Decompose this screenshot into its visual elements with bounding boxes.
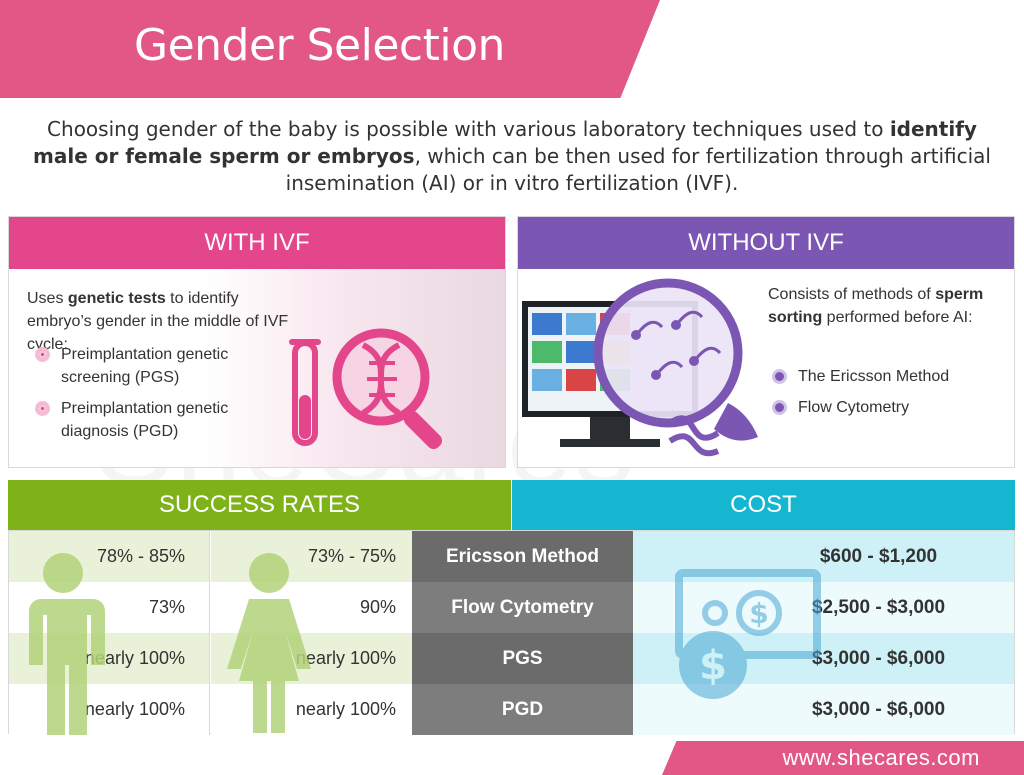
- bullet-icon: [35, 347, 50, 362]
- list-item-label: The Ericsson Method: [798, 368, 950, 385]
- female-rate-cell: nearly 100%: [211, 684, 412, 735]
- svg-text:$: $: [699, 643, 727, 689]
- rates-cost-table: 78% - 85% 73% - 75% Ericsson Method $600…: [8, 530, 1015, 735]
- female-rate-cell: 73% - 75%: [211, 531, 412, 582]
- male-person-icon: [29, 553, 105, 735]
- cost-header: COST: [512, 480, 1015, 530]
- page-title: Gender Selection: [134, 20, 505, 71]
- with-ivf-desc-pre: Uses: [27, 290, 68, 307]
- list-item: The Ericsson Method: [768, 365, 1008, 388]
- svg-text:$: $: [749, 597, 768, 630]
- male-rate-cell: 78% - 85%: [9, 531, 210, 582]
- list-item: Preimplantation genetic screening (PGS): [31, 343, 291, 389]
- without-ivf-desc-post: performed before AI:: [822, 309, 973, 326]
- table-row: 73% 90% Flow Cytometry $2,500 - $3,000: [9, 582, 1014, 633]
- without-ivf-desc-bold: sperm sorting: [768, 286, 984, 326]
- female-person-icon: [227, 553, 311, 733]
- footer-url[interactable]: www.shecares.com: [662, 741, 1024, 775]
- method-cell: PGD: [412, 684, 633, 735]
- without-ivf-description: Consists of methods of sperm sorting per…: [768, 283, 1008, 329]
- title-banner: [0, 0, 660, 98]
- without-ivf-panel: WITHOUT IVF Consists of methods of sperm…: [517, 216, 1015, 468]
- intro-part2: , which can be then used for fertilizati…: [285, 144, 991, 195]
- without-ivf-desc-pre: Consists of methods of: [768, 286, 936, 303]
- list-item-label: Flow Cytometry: [798, 399, 910, 416]
- list-item-label: Preimplantation genetic diagnosis (PGD): [61, 400, 229, 440]
- list-item-label: Preimplantation genetic screening (PGS): [61, 346, 229, 386]
- bullet-icon: [772, 369, 787, 384]
- method-cell: Ericsson Method: [412, 531, 633, 582]
- intro-paragraph: Choosing gender of the baby is possible …: [20, 116, 1004, 197]
- with-ivf-panel: WITH IVF Uses genetic tests to identify …: [8, 216, 506, 468]
- without-ivf-header: WITHOUT IVF: [518, 217, 1014, 269]
- list-item: Preimplantation genetic diagnosis (PGD): [31, 397, 291, 443]
- with-ivf-desc-bold: genetic tests: [67, 290, 166, 307]
- bullet-icon: [35, 401, 50, 416]
- table-row: 78% - 85% 73% - 75% Ericsson Method $600…: [9, 531, 1014, 582]
- intro-part1: Choosing gender of the baby is possible …: [47, 117, 890, 141]
- dna-magnifier-icon: [332, 328, 443, 450]
- with-ivf-header: WITH IVF: [9, 217, 505, 269]
- male-rate-cell: nearly 100%: [9, 684, 210, 735]
- money-icon: $ $: [675, 569, 821, 699]
- list-item: Flow Cytometry: [768, 396, 1008, 419]
- sperm-magnifier-icon: [593, 278, 758, 457]
- intro-bold: identify male or female sperm or embryos: [33, 117, 977, 168]
- with-ivf-list: Preimplantation genetic screening (PGS) …: [31, 343, 291, 451]
- without-ivf-list: The Ericsson Method Flow Cytometry: [768, 365, 1008, 427]
- table-row: nearly 100% nearly 100% PGD $3,000 - $6,…: [9, 684, 1014, 735]
- method-cell: Flow Cytometry: [412, 582, 633, 633]
- method-cell: PGS: [412, 633, 633, 684]
- cost-cell: $2,500 - $3,000: [633, 582, 1014, 633]
- success-rates-header: SUCCESS RATES: [8, 480, 511, 530]
- table-row: nearly 100% nearly 100% PGS $3,000 - $6,…: [9, 633, 1014, 684]
- bullet-icon: [772, 400, 787, 415]
- test-tube-icon: [289, 339, 321, 446]
